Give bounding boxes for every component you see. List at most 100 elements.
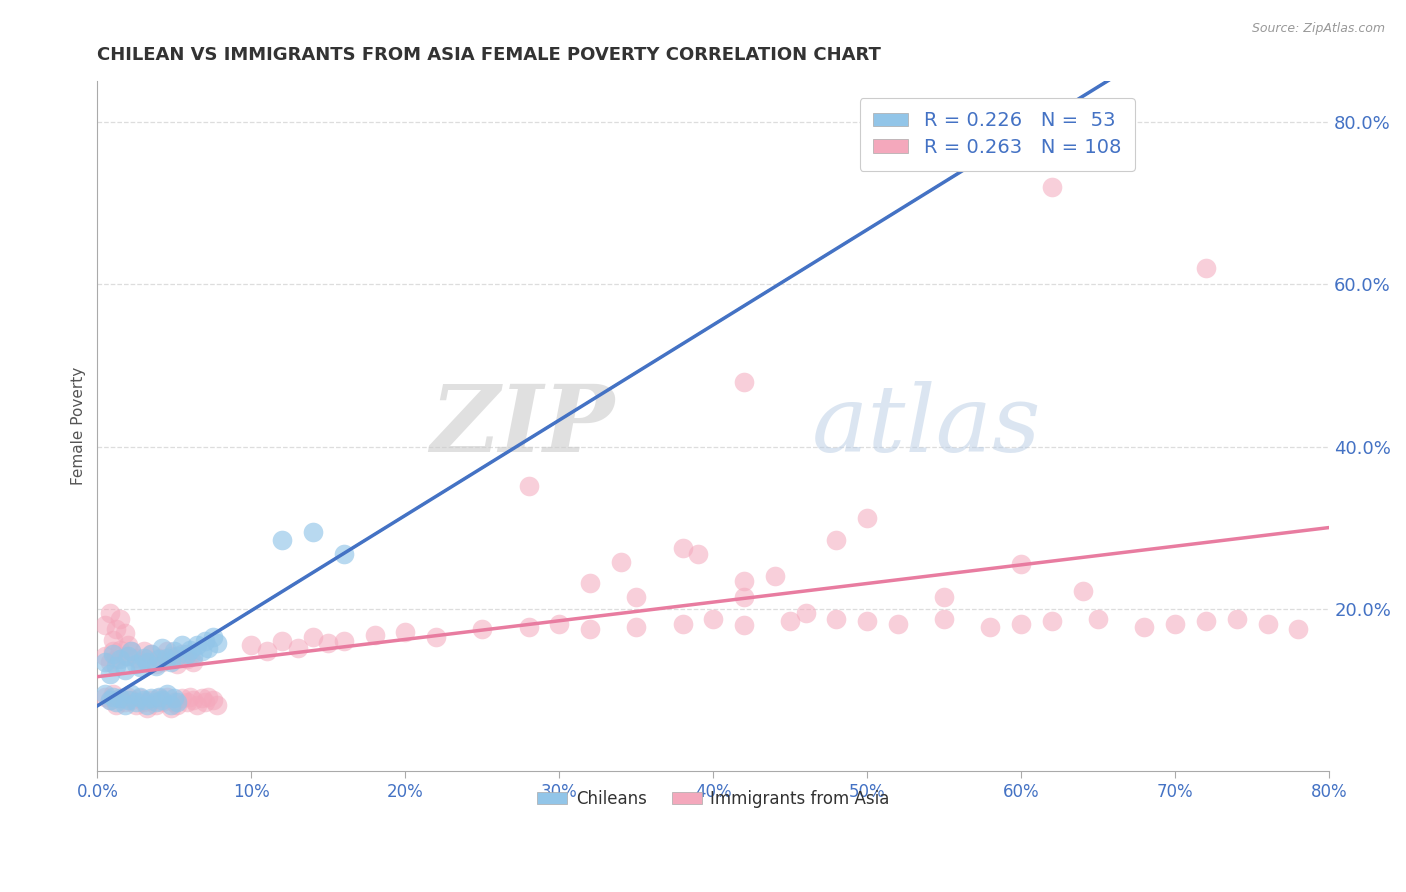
Point — [332, 634, 354, 648]
Point — [141, 691, 163, 706]
Point — [150, 655, 173, 669]
Point — [125, 695, 148, 709]
Point — [201, 693, 224, 707]
Point — [114, 663, 136, 677]
Point — [191, 644, 214, 658]
Point — [166, 648, 188, 663]
Legend: Chileans, Immigrants from Asia: Chileans, Immigrants from Asia — [530, 783, 896, 814]
Point — [181, 693, 204, 707]
Point — [135, 701, 157, 715]
Point — [186, 639, 208, 653]
Point — [733, 618, 755, 632]
Point — [94, 648, 117, 663]
Point — [856, 511, 879, 525]
Point — [1226, 612, 1249, 626]
Point — [104, 698, 127, 712]
Point — [114, 626, 136, 640]
Point — [104, 652, 127, 666]
Point — [579, 622, 602, 636]
Y-axis label: Female Poverty: Female Poverty — [72, 368, 86, 485]
Point — [120, 644, 142, 658]
Point — [825, 533, 848, 547]
Point — [1164, 616, 1187, 631]
Point — [170, 691, 193, 706]
Point — [150, 693, 173, 707]
Point — [94, 618, 117, 632]
Point — [150, 640, 173, 655]
Point — [856, 614, 879, 628]
Point — [179, 642, 201, 657]
Point — [197, 690, 219, 704]
Point — [125, 657, 148, 672]
Point — [181, 648, 204, 663]
Point — [287, 640, 309, 655]
Point — [114, 698, 136, 712]
Point — [1040, 179, 1063, 194]
Point — [979, 620, 1001, 634]
Point — [176, 652, 198, 666]
Point — [1257, 616, 1279, 631]
Point — [132, 693, 155, 707]
Point — [160, 698, 183, 712]
Point — [104, 695, 127, 709]
Point — [1288, 622, 1310, 636]
Point — [191, 691, 214, 706]
Point — [141, 693, 163, 707]
Point — [117, 648, 139, 663]
Point — [1195, 614, 1218, 628]
Point — [145, 658, 167, 673]
Point — [98, 655, 121, 669]
Point — [98, 693, 121, 707]
Point — [579, 576, 602, 591]
Point — [94, 687, 117, 701]
Point — [125, 650, 148, 665]
Point — [425, 631, 447, 645]
Point — [318, 636, 340, 650]
Point — [166, 695, 188, 709]
Point — [240, 639, 263, 653]
Point — [194, 695, 217, 709]
Point — [671, 616, 693, 631]
Point — [94, 655, 117, 669]
Point — [179, 690, 201, 704]
Point — [394, 624, 416, 639]
Point — [163, 695, 186, 709]
Point — [779, 614, 801, 628]
Point — [1071, 584, 1094, 599]
Point — [1010, 558, 1032, 572]
Point — [733, 590, 755, 604]
Point — [1133, 620, 1156, 634]
Point — [114, 648, 136, 663]
Point — [548, 616, 571, 631]
Point — [120, 693, 142, 707]
Point — [256, 644, 278, 658]
Point — [110, 642, 132, 657]
Point — [887, 616, 910, 631]
Point — [98, 667, 121, 681]
Point — [733, 375, 755, 389]
Point — [163, 652, 186, 666]
Point — [1195, 260, 1218, 275]
Point — [733, 574, 755, 588]
Point — [207, 636, 229, 650]
Point — [110, 691, 132, 706]
Point — [129, 691, 152, 706]
Point — [166, 698, 188, 712]
Point — [120, 687, 142, 701]
Point — [181, 655, 204, 669]
Point — [194, 634, 217, 648]
Point — [763, 569, 786, 583]
Point — [302, 524, 325, 539]
Point — [302, 631, 325, 645]
Point — [934, 612, 956, 626]
Point — [101, 647, 124, 661]
Point — [186, 698, 208, 712]
Point — [129, 655, 152, 669]
Point — [104, 622, 127, 636]
Point — [825, 612, 848, 626]
Point — [160, 655, 183, 669]
Point — [156, 650, 179, 665]
Point — [145, 695, 167, 709]
Point — [207, 698, 229, 712]
Point — [702, 612, 724, 626]
